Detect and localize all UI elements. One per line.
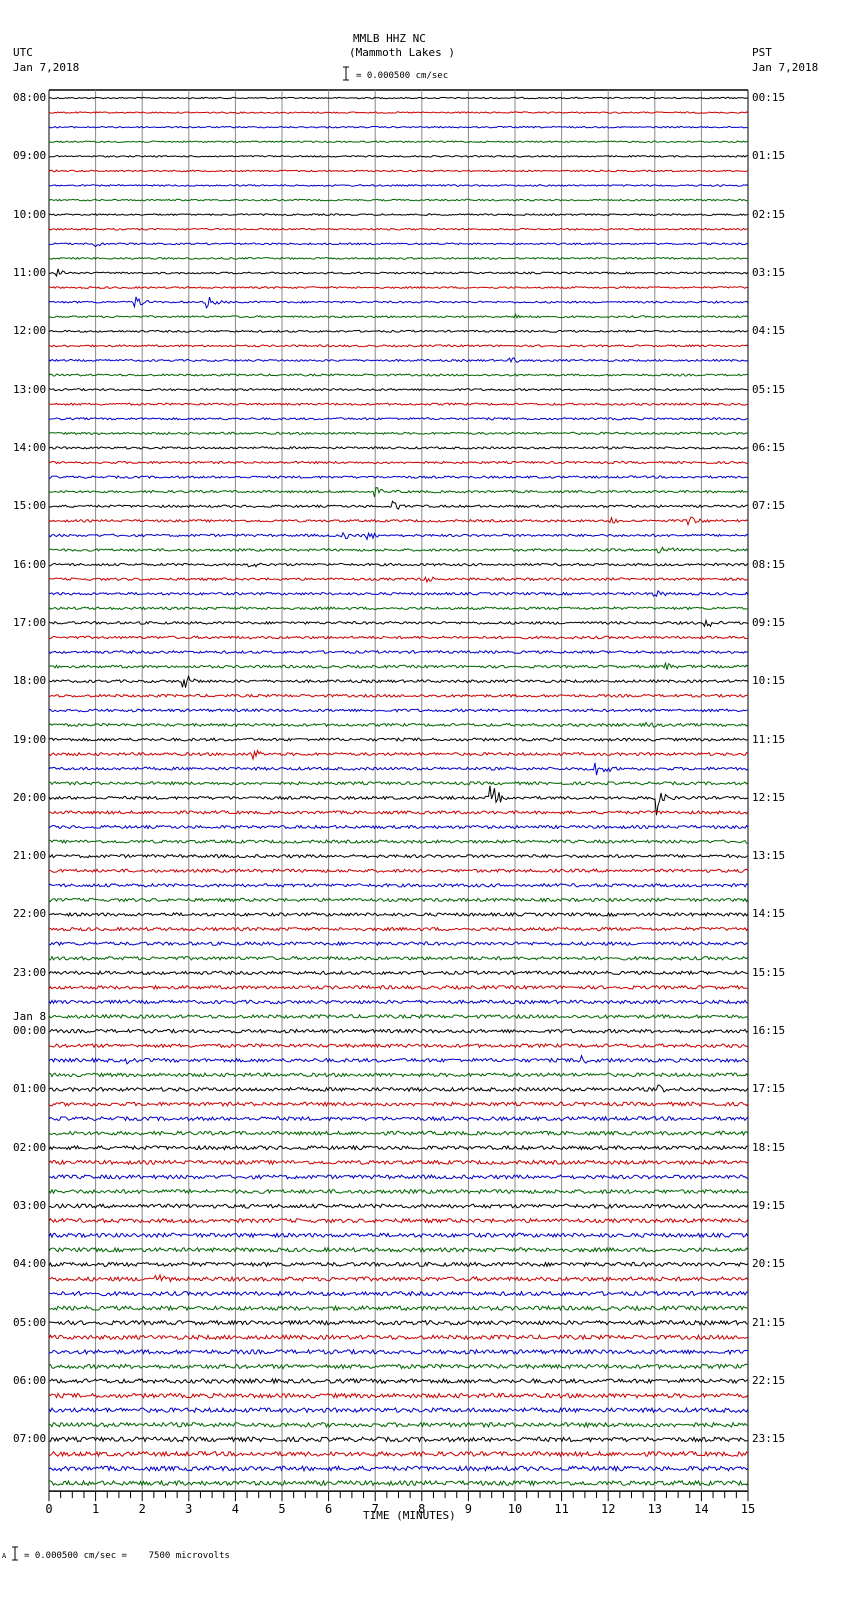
svg-text:13: 13 [648, 1502, 662, 1516]
date-change-label: Jan 8 [13, 1010, 47, 1024]
pst-hour-label: 07:15 [752, 499, 786, 513]
pst-hour-label: 08:15 [752, 557, 786, 571]
scale-label: = 0.000500 cm/sec [356, 71, 449, 81]
svg-text:0: 0 [45, 1502, 52, 1516]
pst-hour-label: 09:15 [752, 615, 786, 629]
utc-hour-label: 04:00 [13, 1257, 47, 1271]
pst-hour-label: 14:15 [752, 907, 786, 921]
pst-hour-label: 01:15 [752, 149, 786, 163]
svg-text:5: 5 [278, 1502, 285, 1516]
pst-hour-label: 05:15 [752, 382, 786, 396]
pst-hour-label: 00:15 [752, 91, 786, 104]
utc-hour-label: 13:00 [13, 382, 47, 396]
utc-hour-label: 12:00 [13, 324, 47, 338]
pst-hour-label: 23:15 [752, 1432, 786, 1446]
pst-hour-label: 04:15 [752, 324, 786, 338]
footer-prefix: A [2, 1552, 7, 1560]
pst-hour-label: 21:15 [752, 1315, 786, 1329]
pst-hour-label: 22:15 [752, 1374, 786, 1388]
utc-hour-label: 16:00 [13, 557, 47, 571]
svg-text:6: 6 [325, 1502, 332, 1516]
svg-text:1: 1 [92, 1502, 99, 1516]
pst-hour-label: 19:15 [752, 1199, 786, 1213]
utc-hour-label: 02:00 [13, 1140, 47, 1154]
utc-hour-label: 00:00 [13, 1024, 47, 1038]
utc-hour-label: 14:00 [13, 440, 47, 454]
utc-hour-label: 11:00 [13, 265, 47, 279]
svg-text:8: 8 [418, 1502, 425, 1516]
utc-hour-label: 01:00 [13, 1082, 47, 1096]
utc-hour-label: 20:00 [13, 790, 47, 804]
svg-text:15: 15 [741, 1502, 755, 1516]
pst-hour-label: 15:15 [752, 965, 786, 979]
utc-hour-label: 17:00 [13, 615, 47, 629]
pst-hour-label: 17:15 [752, 1082, 786, 1096]
svg-text:14: 14 [694, 1502, 708, 1516]
utc-hour-label: 03:00 [13, 1199, 47, 1213]
svg-text:4: 4 [232, 1502, 239, 1516]
utc-hour-label: 05:00 [13, 1315, 47, 1329]
svg-text:9: 9 [465, 1502, 472, 1516]
utc-hour-label: 19:00 [13, 732, 47, 746]
pst-hour-label: 20:15 [752, 1257, 786, 1271]
right-date: Jan 7,2018 [752, 61, 819, 74]
utc-hour-label: 23:00 [13, 965, 47, 979]
utc-hour-label: 09:00 [13, 149, 47, 163]
utc-hour-label: 15:00 [13, 499, 47, 513]
footer-scale-note: = 0.000500 cm/sec = 7500 microvolts [24, 1551, 230, 1561]
utc-hour-label: 10:00 [13, 207, 47, 221]
utc-hour-label: 08:00 [13, 91, 47, 104]
pst-hour-label: 13:15 [752, 849, 786, 863]
pst-hour-label: 12:15 [752, 790, 786, 804]
left-date: Jan 7,2018 [13, 61, 80, 74]
pst-hour-label: 10:15 [752, 674, 786, 688]
right-timezone: PST [752, 46, 772, 59]
utc-hour-label: 18:00 [13, 674, 47, 688]
pst-hour-label: 11:15 [752, 732, 786, 746]
utc-hour-label: 07:00 [13, 1432, 47, 1446]
left-timezone: UTC [13, 46, 33, 59]
svg-text:7: 7 [372, 1502, 379, 1516]
pst-hour-label: 18:15 [752, 1140, 786, 1154]
svg-text:11: 11 [554, 1502, 568, 1516]
svg-text:12: 12 [601, 1502, 615, 1516]
utc-hour-label: 22:00 [13, 907, 47, 921]
svg-text:3: 3 [185, 1502, 192, 1516]
station-location: (Mammoth Lakes ) [349, 46, 455, 59]
utc-hour-label: 06:00 [13, 1374, 47, 1388]
x-axis-label: TIME (MINUTES) [363, 1509, 456, 1522]
svg-text:2: 2 [139, 1502, 146, 1516]
pst-hour-label: 02:15 [752, 207, 786, 221]
utc-hour-label: 21:00 [13, 849, 47, 863]
pst-hour-label: 03:15 [752, 265, 786, 279]
station-title: MMLB HHZ NC [353, 32, 426, 45]
pst-hour-label: 06:15 [752, 440, 786, 454]
svg-text:10: 10 [508, 1502, 522, 1516]
pst-hour-label: 16:15 [752, 1024, 786, 1038]
